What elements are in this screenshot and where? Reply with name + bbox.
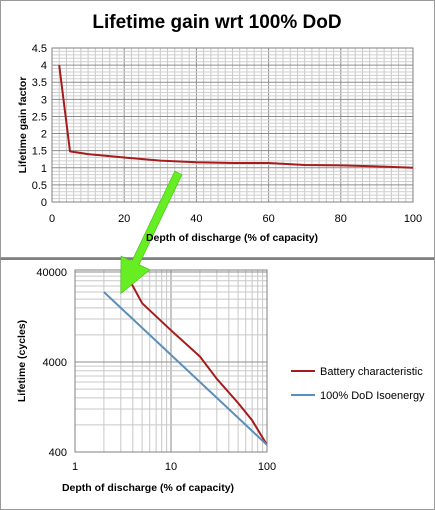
legend: Battery characteristic 100% DoD Isoenergy [291,366,425,402]
annotation-arrow [120,170,183,295]
y-axis-title: Lifetime (cycles) [16,320,28,402]
y-tick-label: 40000 [36,267,67,279]
y-tick-label: 0.5 [32,180,47,192]
y-tick-label: 400 [49,447,67,459]
series-line-1 [103,291,267,446]
y-tick-label: 4000 [43,357,67,369]
y-tick-label: 1 [41,163,47,175]
x-tick-label: 10 [165,461,177,473]
y-tick-label: 4.5 [32,43,47,55]
y-tick-label: 3 [41,94,47,106]
y-tick-label: 3.5 [32,77,47,89]
chart-title: Lifetime gain wrt 100% DoD [92,12,341,33]
y-tick-label: 2 [41,129,47,141]
legend-label: Battery characteristic [320,366,423,378]
x-tick-label: 20 [118,213,130,225]
y-tick-label: 1.5 [32,146,47,158]
series-line-0 [123,270,267,446]
y-tick-label: 0 [41,197,47,209]
bottom-chart-panel [0,258,435,510]
x-tick-label: 100 [258,461,276,473]
bottom-chart-grid [74,270,267,453]
x-tick-label: 0 [49,213,55,225]
x-tick-label: 100 [404,213,422,225]
legend-label: 100% DoD Isoenergy [320,390,425,402]
y-axis-title: Lifetime gain factor [17,77,29,174]
x-tick-label: 1 [72,461,78,473]
x-axis-title: Depth of discharge (% of capacity) [146,232,318,244]
x-tick-label: 80 [335,213,347,225]
y-tick-label: 4 [41,60,47,72]
x-tick-label: 60 [262,213,274,225]
bottom-plot-area [74,269,268,453]
x-axis-title: Depth of discharge (% of capacity) [62,482,234,494]
top-plot-area [51,47,414,203]
top-chart-grid [51,47,414,203]
y-tick-label: 2.5 [32,111,47,123]
series-line-lifetime-gain [58,64,414,169]
x-tick-label: 40 [190,213,202,225]
